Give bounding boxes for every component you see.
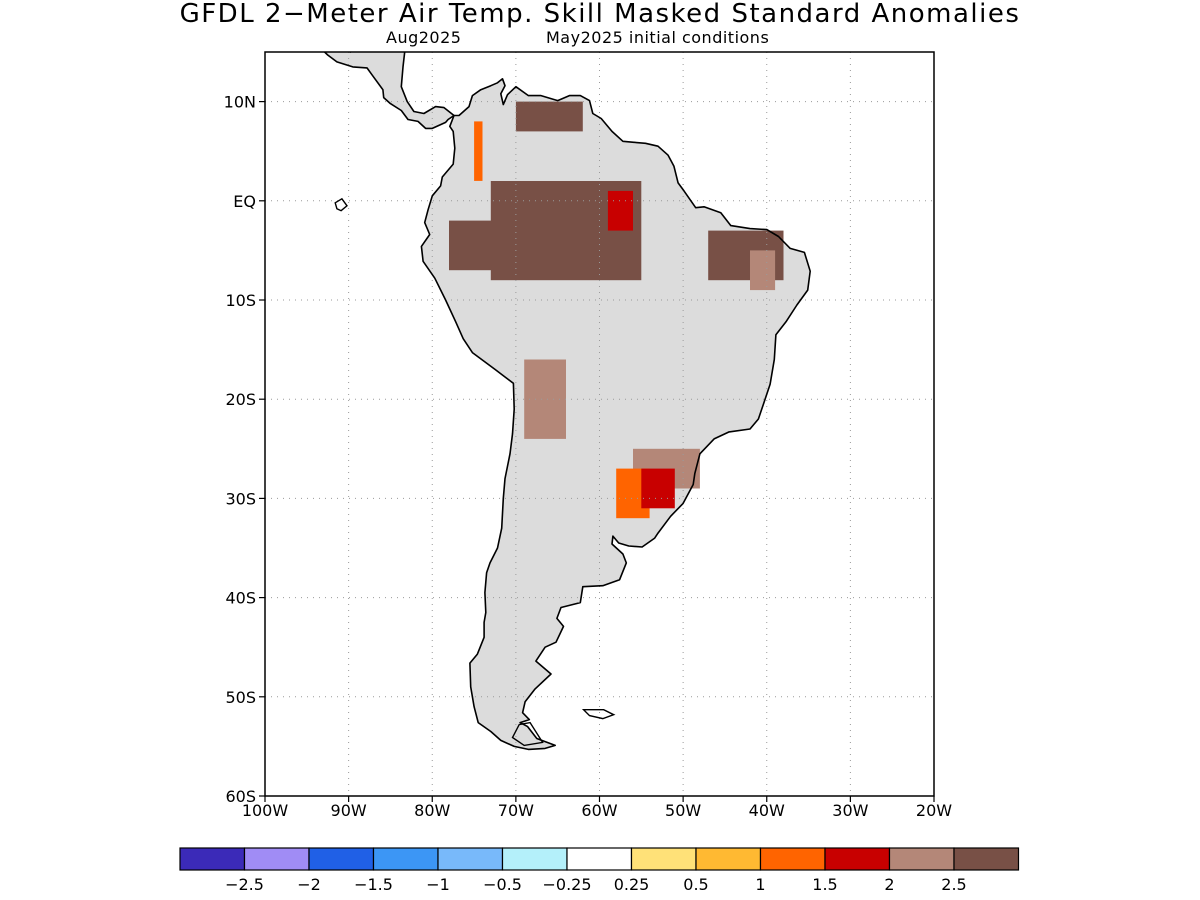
coastline-island: [581, 709, 616, 720]
lat-tick-label: 10N: [224, 93, 256, 112]
lat-tick-label: 10S: [225, 291, 256, 310]
lat-tick-label: 30S: [225, 489, 256, 508]
coastline-island: [334, 197, 348, 212]
colorbar-swatch: [501, 847, 568, 871]
coastline-south-america: [420, 78, 812, 751]
masked-land-central-america: [324, 52, 454, 129]
gridlines: [265, 52, 934, 796]
lat-tick-label: 60S: [225, 787, 256, 806]
colorbar-label: −2.5: [225, 875, 264, 894]
colorbar-swatch: [824, 847, 891, 871]
colorbar-swatch: [566, 847, 633, 871]
colorbar-label: −2: [297, 875, 321, 894]
colorbar-label: −0.25: [542, 875, 591, 894]
anomaly-region-parana-core: [641, 468, 675, 509]
colorbar-label: −1.5: [354, 875, 393, 894]
anomaly-region-amazon-hotspot: [607, 190, 633, 231]
lat-tick-label: 40S: [225, 589, 256, 608]
colorbar-label: 2: [884, 875, 894, 894]
lon-tick-label: 20W: [916, 801, 952, 820]
lat-tick-label: EQ: [233, 192, 256, 211]
lon-tick-label: 70W: [498, 801, 534, 820]
anomaly-region-central-amazon-core: [549, 230, 600, 271]
lon-tick-label: 90W: [331, 801, 367, 820]
colorbar-label: 1: [755, 875, 765, 894]
colorbar-swatch: [953, 847, 1020, 871]
colorbar-label: −0.5: [483, 875, 522, 894]
colorbar: −2.5 −2 −1.5 −1 −0.5 −0.25 0.25 0.5 1 1.5 2 2.5: [179, 847, 1020, 894]
colorbar-label: 2.5: [941, 875, 966, 894]
anomaly-region-colombia-strip: [474, 121, 483, 181]
colorbar-swatch: [243, 847, 310, 871]
colorbar-label: 1.5: [812, 875, 837, 894]
colorbar-swatch: [308, 847, 375, 871]
lon-tick-label: 50W: [665, 801, 701, 820]
anomaly-region-western-amazon: [449, 220, 516, 271]
coastline-island: [511, 721, 544, 747]
colorbar-label: 0.5: [683, 875, 708, 894]
lon-tick-label: 60W: [581, 801, 617, 820]
coastline-central-america: [323, 52, 455, 130]
colorbar-swatch: [888, 847, 955, 871]
valid-month-label: Aug2025: [386, 28, 462, 47]
colorbar-label: −1: [426, 875, 450, 894]
anomaly-layer: [324, 52, 811, 750]
lon-tick-label: 80W: [414, 801, 450, 820]
lat-tick-label: 50S: [225, 688, 256, 707]
lon-tick-label: 40W: [749, 801, 785, 820]
colorbar-swatch: [372, 847, 439, 871]
lon-tick-label: 30W: [832, 801, 868, 820]
colorbar-swatch: [759, 847, 826, 871]
colorbar-swatch: [695, 847, 762, 871]
lat-tick-label: 20S: [225, 390, 256, 409]
initial-conditions-label: May2025 initial conditions: [546, 28, 770, 47]
colorbar-swatch: [179, 847, 246, 871]
anomaly-region-northeast-brazil-edge: [750, 250, 776, 291]
colorbar-label: 0.25: [614, 875, 650, 894]
map-title: GFDL 2−Meter Air Temp. Skill Masked Stan…: [179, 0, 1021, 29]
lon-tick-label: 100W: [242, 801, 289, 820]
colorbar-swatch: [630, 847, 697, 871]
anomaly-region-venezuela: [515, 101, 583, 132]
coastlines: [323, 52, 812, 751]
colorbar-swatch: [437, 847, 504, 871]
